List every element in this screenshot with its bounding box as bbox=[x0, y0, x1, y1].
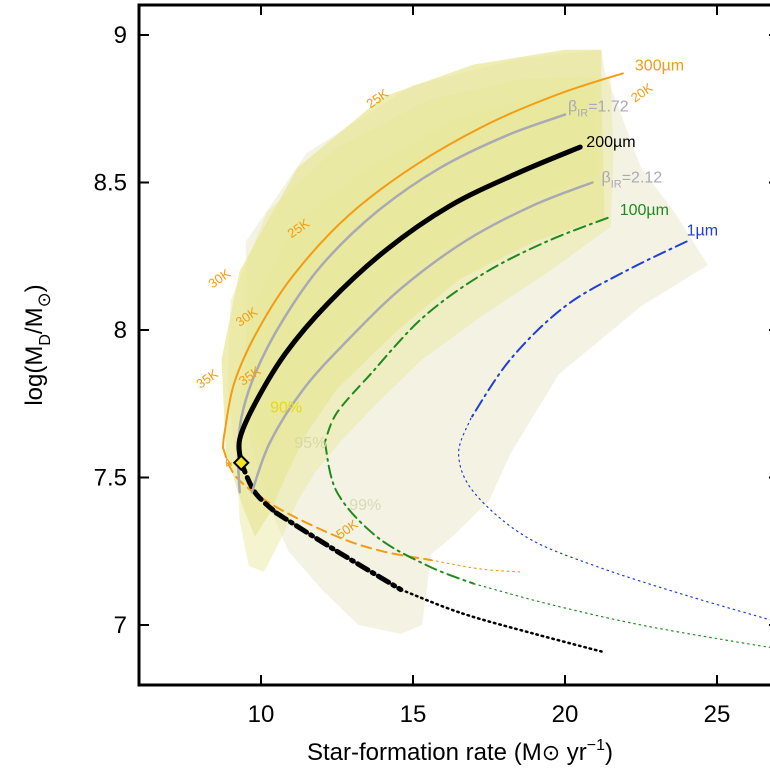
y-tick-label-1: 7.5 bbox=[94, 465, 127, 492]
temperature-label-1: 20K bbox=[628, 80, 656, 106]
series-label-4: 100µm bbox=[620, 202, 669, 219]
series-3-solid-line bbox=[250, 181, 594, 494]
y-tick-label-0: 7 bbox=[114, 612, 127, 639]
series-label-5: 1µm bbox=[687, 223, 718, 240]
region-90-percent-inner bbox=[239, 88, 599, 463]
y-axis-title: log(MD/M⊙) bbox=[21, 284, 54, 405]
series-label-0: 300µm bbox=[635, 57, 684, 74]
x-axis-title: Star-formation rate (M⊙ yr−1) bbox=[307, 737, 613, 766]
series-4-dashdot2-line bbox=[323, 441, 475, 585]
region-label-0: 99% bbox=[349, 497, 381, 514]
x-tick-label-3: 25 bbox=[704, 701, 731, 728]
region-label-1: 95% bbox=[294, 435, 326, 452]
series-5-dashdot-line bbox=[469, 240, 688, 420]
series-4-dotted-line bbox=[473, 583, 770, 648]
series-2-dashdot-line bbox=[273, 510, 404, 593]
series-2-solid-line bbox=[236, 144, 583, 466]
y-tick-label-2: 8 bbox=[114, 317, 127, 344]
x-tick-label-1: 15 bbox=[400, 701, 427, 728]
series-0-solid-line bbox=[222, 72, 624, 449]
x-tick-label-0: 10 bbox=[248, 701, 275, 728]
series-label-2: 200µm bbox=[586, 134, 635, 151]
y-axis: 7 7.5 8 8.5 9 bbox=[94, 22, 770, 639]
series-2-dotted-line bbox=[399, 588, 603, 653]
y-tick-label-4: 9 bbox=[114, 22, 127, 49]
best-fit-marker bbox=[232, 454, 250, 472]
series-0-dotted-line bbox=[430, 559, 520, 573]
region-label-2: 90% bbox=[270, 400, 302, 417]
confidence-regions bbox=[221, 49, 708, 634]
x-tick-label-2: 20 bbox=[552, 701, 579, 728]
series-5-dotted-line bbox=[457, 417, 770, 621]
series-4-dashdot-line bbox=[369, 216, 609, 376]
x-axis: 10 15 20 25 bbox=[248, 5, 731, 728]
temperature-label-5: 35K bbox=[193, 366, 221, 392]
temperature-label-3: 30K bbox=[206, 265, 234, 291]
series-2-dashed-line bbox=[238, 460, 279, 516]
series-4-dashed-line bbox=[323, 373, 372, 444]
plot-frame bbox=[137, 3, 770, 687]
series-0-dashed-line bbox=[222, 447, 433, 562]
y-tick-label-3: 8.5 bbox=[94, 170, 127, 197]
